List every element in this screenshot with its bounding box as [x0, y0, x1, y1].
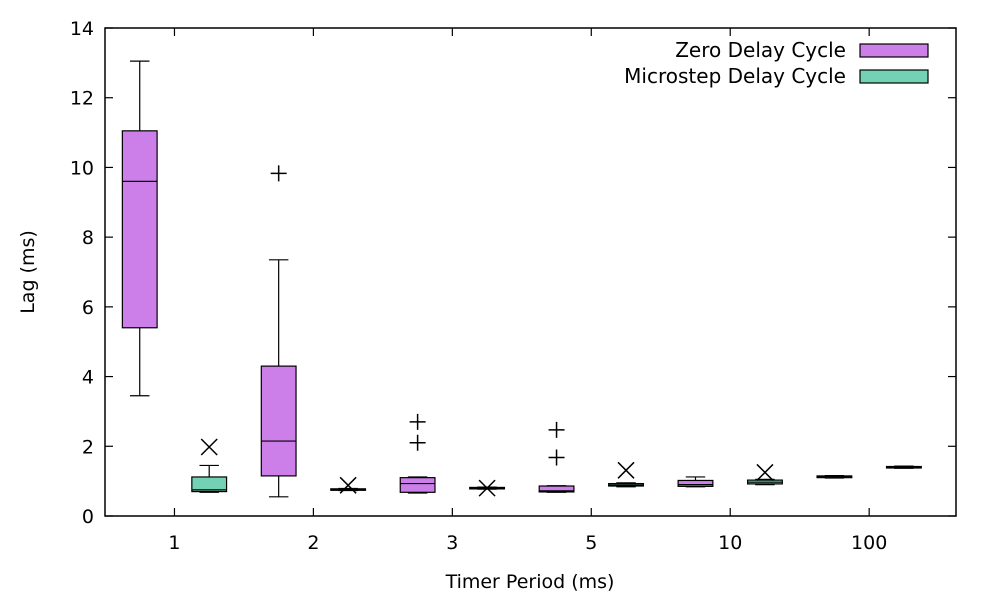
- x-tick-label: 100: [851, 532, 887, 554]
- outlier-plus: [548, 449, 565, 466]
- outlier-cross: [200, 438, 218, 456]
- y-tick-label: 8: [82, 227, 94, 249]
- legend-swatch: [859, 69, 929, 84]
- plot-frame: [104, 27, 957, 517]
- outlier-plus: [409, 413, 426, 430]
- x-axis-title: Timer Period (ms): [445, 571, 615, 593]
- y-tick-label: 12: [70, 88, 94, 110]
- x-tick-label: 10: [718, 532, 742, 554]
- outlier-cross: [478, 479, 496, 497]
- legend-label: Microstep Delay Cycle: [624, 64, 846, 88]
- y-tick-label: 2: [82, 436, 94, 458]
- y-tick-label: 6: [82, 297, 94, 319]
- x-tick-label: 1: [168, 532, 180, 554]
- box: [677, 479, 714, 487]
- x-tick-label: 3: [446, 532, 458, 554]
- y-tick-label: 4: [82, 367, 94, 389]
- x-tick-label: 2: [307, 532, 319, 554]
- outlier-cross: [756, 463, 774, 481]
- x-tick-label: 5: [585, 532, 597, 554]
- box: [121, 130, 158, 329]
- outlier-cross: [339, 476, 357, 494]
- outlier-plus: [409, 434, 426, 451]
- box: [191, 476, 228, 493]
- box: [260, 365, 297, 477]
- outlier-plus: [548, 421, 565, 438]
- y-tick-label: 10: [70, 157, 94, 179]
- box: [538, 485, 575, 493]
- legend-swatch: [859, 43, 929, 58]
- y-axis-title: Lag (ms): [17, 230, 39, 314]
- legend-label: Zero Delay Cycle: [675, 38, 846, 62]
- outliers-layer: [200, 165, 774, 497]
- boxes-layer: [121, 60, 922, 498]
- y-tick-label: 14: [70, 18, 94, 40]
- y-tick-label: 0: [82, 506, 94, 528]
- outlier-cross: [617, 461, 635, 479]
- outlier-plus: [270, 165, 287, 182]
- box: [399, 477, 436, 493]
